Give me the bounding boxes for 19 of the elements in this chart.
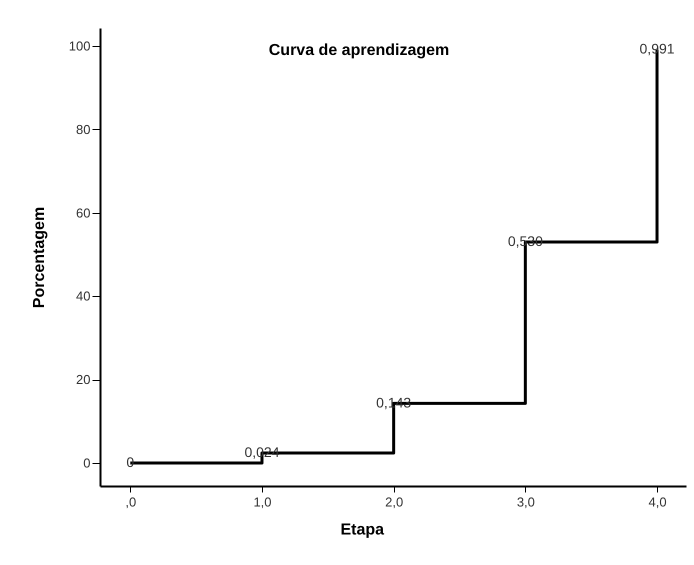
x-tick-label: 4,0 (648, 494, 667, 510)
x-tick-label: 1,0 (253, 494, 272, 510)
y-tick-label: 80 (76, 122, 90, 137)
annotation: 0,024 (244, 444, 280, 460)
x-tick-label: 2,0 (385, 494, 404, 510)
x-tick-label: 3,0 (516, 494, 535, 510)
annotation: 0,530 (508, 232, 544, 249)
y-tick-label: 20 (76, 372, 90, 388)
x-tick-label: ,0 (125, 494, 136, 510)
y-tick-label: 40 (76, 288, 90, 304)
y-tick-label: 0 (83, 456, 90, 471)
y-axis-title: Porcentagem (30, 206, 48, 308)
text: Curva de aprendizagem (268, 42, 450, 59)
annotation: 0,991 (640, 40, 675, 57)
y-tick-label: 60 (76, 205, 90, 220)
y-tick-label: 100 (68, 38, 90, 54)
annotation: 0 (126, 454, 134, 470)
annotation: 0,143 (376, 394, 412, 410)
x-axis-title: Etapa (340, 522, 384, 538)
